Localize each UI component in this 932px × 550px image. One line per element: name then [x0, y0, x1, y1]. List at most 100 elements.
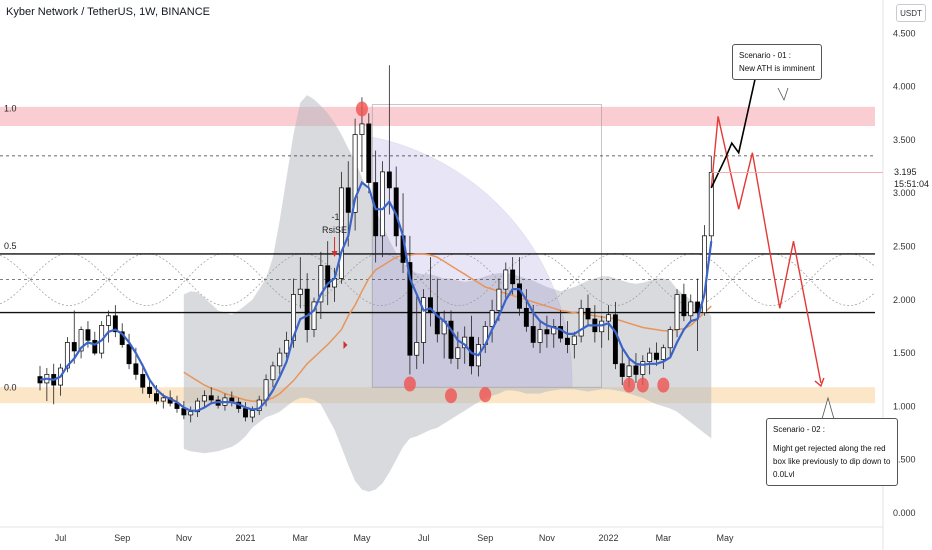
x-tick-label: Nov: [176, 533, 193, 543]
candle-body: [660, 347, 666, 360]
pivot-marker: [355, 101, 368, 117]
candle-body: [421, 297, 427, 343]
rsi-arrow-head: [331, 251, 338, 257]
candle-body: [181, 408, 187, 416]
candle-body: [201, 395, 207, 402]
y-tick-label: 0.000: [893, 508, 916, 518]
candle-body: [297, 288, 303, 295]
x-tick-label: May: [353, 533, 371, 543]
y-tick-label: 1.000: [893, 401, 916, 411]
scenario-2-projection: [710, 116, 822, 384]
pivot-marker: [479, 387, 492, 403]
scenario-2-note: Scenario - 02 : Might get rejected along…: [766, 418, 898, 486]
candle-body: [558, 326, 564, 339]
candle-body: [284, 339, 290, 354]
y-tick-label: 4.500: [893, 28, 916, 38]
candle-body: [338, 187, 344, 279]
pivot-marker: [623, 377, 636, 393]
y-tick-label: 3.500: [893, 135, 916, 145]
x-tick-label: May: [716, 533, 734, 543]
scenario-2-pointer: [821, 396, 835, 420]
candle-body: [243, 408, 248, 418]
x-tick-label: Mar: [293, 533, 309, 543]
candle-body: [106, 315, 111, 326]
candle-body: [277, 352, 283, 367]
fib-zone-0: [0, 106, 875, 127]
rsi-annotation-label: RsiSE: [322, 225, 347, 235]
pivot-marker: [445, 388, 457, 404]
candle-body: [270, 365, 276, 381]
candle-body: [640, 361, 646, 375]
candle-body: [654, 352, 659, 360]
y-tick-label: 4.000: [893, 82, 916, 92]
bar-countdown-label: 15:51:04: [894, 179, 930, 189]
candle-body: [386, 171, 392, 189]
scenario-2-text: Might get rejected along the red box lik…: [773, 444, 891, 479]
x-tick-label: 2022: [599, 533, 619, 543]
volatility-cloud: [183, 95, 712, 492]
fib-label-0: 1.0: [4, 103, 17, 113]
x-tick-label: Sep: [114, 533, 130, 543]
ema-orange-line: [183, 253, 712, 402]
scenario-1-projection: [710, 59, 761, 189]
y-tick-label: 3.000: [893, 188, 916, 198]
candle-body: [78, 329, 84, 352]
candle-body: [318, 265, 324, 303]
x-tick-label: Jul: [418, 533, 430, 543]
x-tick-label: Nov: [539, 533, 556, 543]
candle-body: [681, 294, 687, 317]
candle-body: [112, 315, 118, 333]
candle-body: [428, 297, 433, 313]
scenario-1-title: Scenario - 01 :: [739, 51, 792, 60]
candle-body: [249, 410, 255, 418]
candle-body: [606, 314, 612, 322]
candle-body: [564, 337, 570, 345]
scenario-1-pointer: [777, 87, 789, 102]
candle-body: [352, 134, 358, 213]
sine-cycles-upper: [0, 253, 875, 306]
x-tick-label: Jul: [55, 533, 67, 543]
candle-body: [667, 329, 673, 349]
pivot-marker: [657, 377, 670, 393]
candle-body: [64, 342, 70, 369]
pivot-marker: [403, 376, 416, 392]
candle-body: [133, 363, 139, 375]
candle-body: [612, 314, 618, 365]
candle-body: [126, 344, 132, 365]
candle-body: [530, 326, 536, 343]
rsi-small-marker: [343, 341, 348, 349]
candle-body: [147, 386, 153, 394]
ema-blue-line: [39, 180, 713, 412]
candle-body: [160, 397, 166, 402]
candle-body: [304, 288, 310, 330]
candle-body: [633, 365, 639, 375]
candle-body: [345, 187, 351, 213]
currency-unit-button[interactable]: USDT: [896, 4, 926, 22]
rsi-annotation-top: -1: [332, 212, 340, 222]
candle-body: [489, 310, 495, 327]
y-tick-label: 1.500: [893, 348, 916, 358]
candle-body: [414, 342, 420, 356]
candle-body: [188, 411, 194, 416]
candle-body: [455, 347, 461, 359]
candle-body: [325, 265, 331, 288]
fib-label-2: 0.0: [4, 383, 17, 393]
candle-body: [434, 312, 440, 335]
candle-body: [585, 307, 591, 320]
scenario-1-note: Scenario - 01 : New ATH is imminent: [732, 44, 822, 80]
candle-body: [523, 307, 529, 327]
current-price-label: 3.195: [894, 167, 917, 177]
candle-body: [380, 171, 385, 237]
y-tick-label: 0.500: [893, 455, 916, 465]
candle-body: [537, 329, 543, 343]
x-tick-label: Mar: [656, 533, 672, 543]
candle-body: [647, 352, 653, 362]
x-tick-label: 2021: [235, 533, 255, 543]
projection-box: [371, 104, 603, 388]
candle-body: [85, 329, 91, 341]
candle-body: [578, 307, 584, 337]
candle-body: [544, 329, 550, 335]
candle-body: [496, 288, 502, 311]
candle-body: [311, 301, 317, 330]
